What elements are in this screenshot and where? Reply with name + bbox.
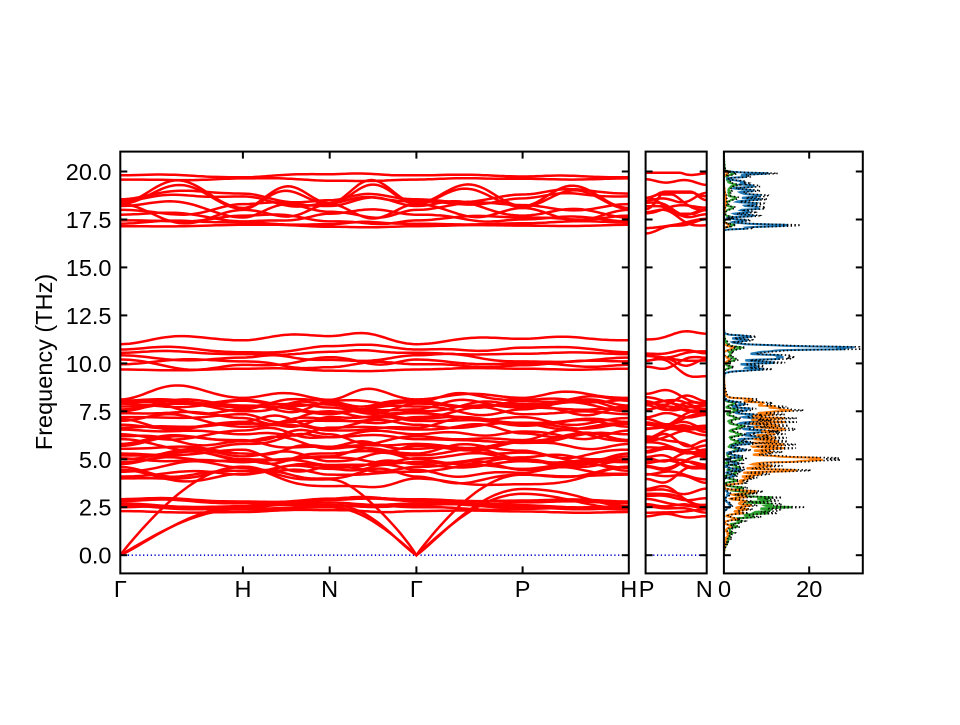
svg-text:17.5: 17.5	[66, 207, 112, 233]
svg-text:5.0: 5.0	[79, 447, 112, 473]
svg-text:Γ: Γ	[114, 576, 127, 602]
svg-text:2.5: 2.5	[79, 495, 112, 521]
svg-text:P: P	[639, 576, 655, 602]
svg-text:7.5: 7.5	[79, 399, 112, 425]
svg-text:15.0: 15.0	[66, 255, 112, 281]
svg-text:Frequency (THz): Frequency (THz)	[31, 274, 57, 450]
svg-text:N: N	[321, 576, 338, 602]
svg-text:P: P	[515, 576, 531, 602]
svg-text:0: 0	[718, 576, 731, 602]
svg-text:0.0: 0.0	[79, 543, 112, 569]
svg-text:H: H	[234, 576, 251, 602]
svg-text:H: H	[620, 576, 637, 602]
svg-text:Γ: Γ	[410, 576, 423, 602]
svg-text:12.5: 12.5	[66, 303, 112, 329]
svg-text:20.0: 20.0	[66, 159, 112, 185]
svg-text:20: 20	[796, 576, 822, 602]
svg-text:10.0: 10.0	[66, 351, 112, 377]
svg-text:N: N	[696, 576, 713, 602]
